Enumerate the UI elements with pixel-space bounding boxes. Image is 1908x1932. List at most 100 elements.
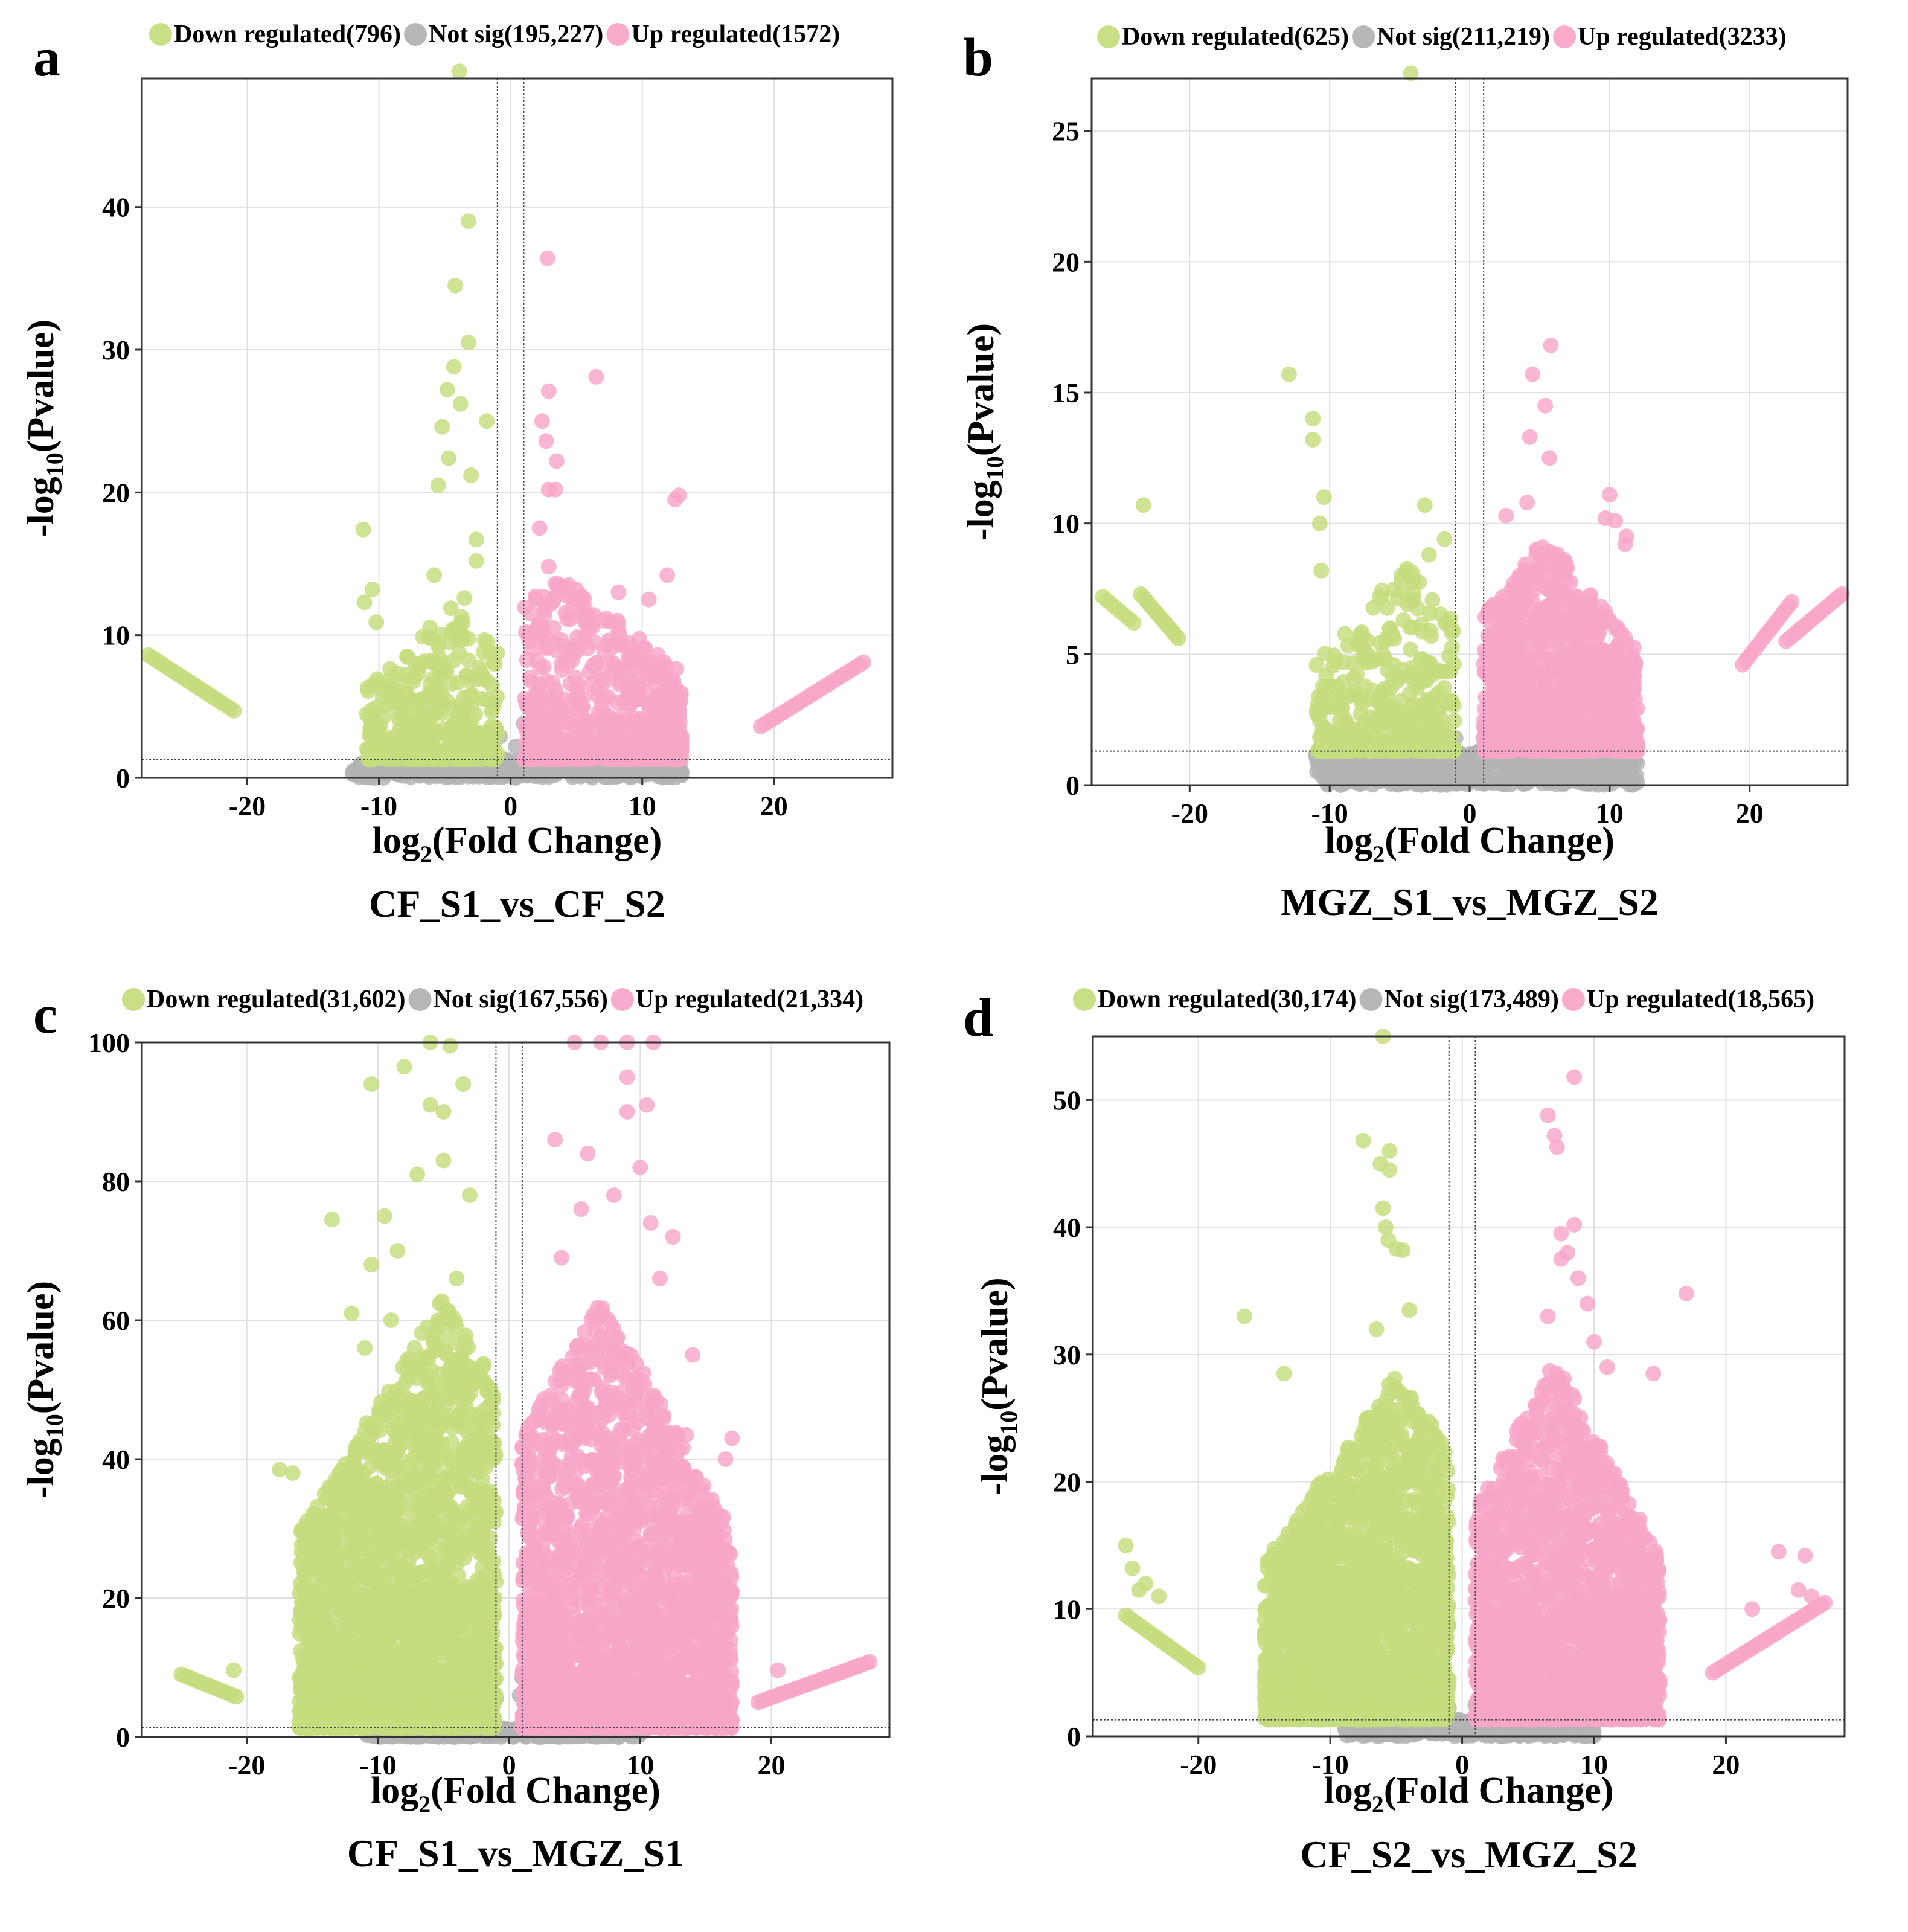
point-up <box>856 654 871 670</box>
point-down <box>355 521 371 538</box>
point-up <box>1490 595 1506 612</box>
legend-marker-up <box>1553 25 1577 48</box>
y-axis-title-subscript: 10 <box>41 452 68 477</box>
point-up <box>1479 736 1496 752</box>
point-up <box>1545 569 1561 585</box>
point-up <box>531 520 548 536</box>
legend-marker-down <box>1097 25 1120 48</box>
point-down <box>460 652 476 669</box>
point-down <box>1125 615 1142 631</box>
point-down <box>1353 706 1369 722</box>
x-tick-label: 20 <box>1736 798 1764 829</box>
point-down <box>1135 497 1151 513</box>
point-up <box>562 676 578 692</box>
point-up <box>1534 539 1551 556</box>
point-up <box>1500 618 1517 634</box>
point-down <box>468 553 484 569</box>
legend-count-up: (21,334) <box>777 986 863 1013</box>
y-tick-label: 10 <box>102 620 130 651</box>
point-up <box>568 717 584 733</box>
point-down <box>382 661 399 677</box>
x-tick-label: -10 <box>360 791 397 821</box>
legend-count-up: (3233) <box>1719 23 1787 51</box>
legend-marker-down <box>149 23 172 46</box>
point-down <box>483 722 499 739</box>
point-up <box>1621 664 1637 681</box>
point-down <box>1406 591 1421 608</box>
point-up <box>1565 626 1581 642</box>
point-notsig <box>637 765 653 781</box>
point-down <box>1170 631 1186 647</box>
point-down <box>364 676 380 693</box>
y-tick-label: 40 <box>102 192 130 223</box>
legend-count-down: (796) <box>346 21 401 48</box>
point-up <box>577 600 593 616</box>
point-down <box>1325 658 1341 674</box>
point-up <box>1547 659 1563 675</box>
point-up <box>1519 495 1535 510</box>
point-notsig <box>431 765 447 781</box>
point-up <box>607 658 624 675</box>
point-down <box>1281 366 1297 382</box>
point-notsig <box>1365 763 1381 780</box>
point-notsig <box>472 768 488 785</box>
legend-name-notsig: Not sig <box>429 21 504 48</box>
point-down <box>408 713 424 730</box>
point-up <box>1565 648 1581 664</box>
legend-text: Down regulated(31,602) Not sig(167,556) Up… <box>147 986 863 1013</box>
point-down <box>452 624 469 640</box>
point-up <box>1541 450 1558 466</box>
point-down <box>408 728 423 745</box>
point-up <box>1566 711 1582 727</box>
point-down <box>434 419 450 435</box>
point-down <box>1441 694 1456 710</box>
x-axis-title-subscript: 2 <box>420 841 432 868</box>
legend-marker-up <box>610 988 634 1011</box>
point-up <box>1588 641 1604 657</box>
x-tick-label: 10 <box>629 791 656 821</box>
point-down <box>463 467 479 483</box>
point-down <box>1395 612 1412 628</box>
point-up <box>667 492 683 508</box>
point-up <box>633 749 649 766</box>
point-up <box>659 567 676 583</box>
point-notsig <box>1518 775 1534 791</box>
legend-name-up: Up regulated <box>631 21 772 48</box>
point-notsig <box>1401 757 1417 774</box>
point-down <box>1418 673 1435 689</box>
point-up <box>1482 631 1499 647</box>
point-up <box>653 686 669 702</box>
legend: Down regulated(625) Not sig(211,219) Up re… <box>1097 23 1787 51</box>
point-down <box>226 702 242 719</box>
point-up <box>572 698 589 714</box>
point-down <box>1311 515 1328 531</box>
point-up <box>1529 569 1545 585</box>
point-up <box>517 599 533 615</box>
point-down <box>1421 547 1437 563</box>
point-notsig <box>1449 762 1465 778</box>
point-up <box>1601 487 1618 502</box>
legend-name-down: Down regulated <box>147 986 319 1013</box>
point-down <box>360 751 377 768</box>
point-down <box>456 590 473 606</box>
point-down <box>452 396 469 412</box>
point-up <box>519 695 534 711</box>
point-down <box>1379 600 1395 616</box>
point-down <box>441 450 457 466</box>
point-down <box>429 689 446 705</box>
point-up <box>611 635 627 652</box>
point-up <box>626 710 642 727</box>
point-up <box>534 413 550 429</box>
point-down <box>1445 623 1461 639</box>
point-up <box>533 688 549 705</box>
point-up <box>532 660 548 676</box>
point-down <box>1423 628 1439 644</box>
point-up <box>555 638 572 655</box>
legend-count-notsig: (211,219) <box>1452 23 1550 51</box>
point-down <box>368 614 385 631</box>
x-axis-title: log2(Fold Change) <box>373 820 662 868</box>
point-up <box>559 611 575 627</box>
point-up <box>643 737 659 753</box>
y-axis-title: -log10(Pvalue) <box>961 323 1008 541</box>
